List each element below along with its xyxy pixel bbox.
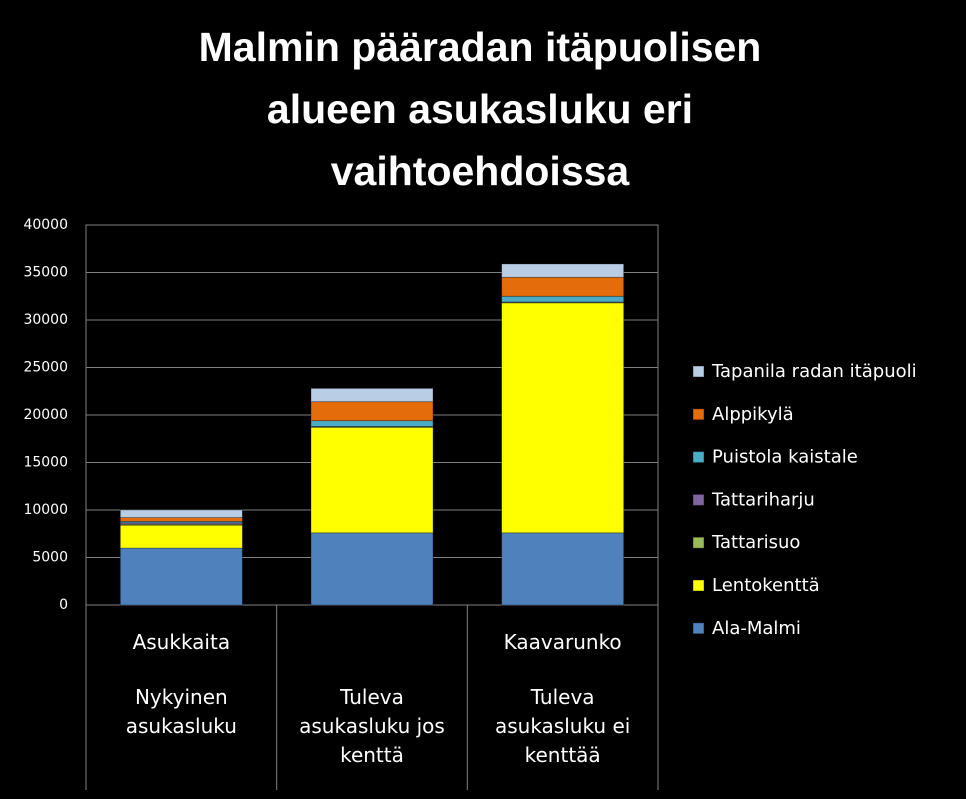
bar-segment <box>119 521 243 524</box>
bar-segment <box>501 302 625 534</box>
legend-label: Puistola kaistale <box>712 447 858 468</box>
bar-segment <box>501 263 625 278</box>
bar-segment <box>501 295 625 303</box>
legend-label: Tapanila radan itäpuoli <box>711 361 917 382</box>
y-tick-label: 5000 <box>32 550 68 566</box>
legend-label: Lentokenttä <box>712 575 820 596</box>
bar-segment <box>119 509 243 518</box>
bar-segment <box>310 387 434 403</box>
legend-swatch <box>692 408 705 421</box>
legend-swatch <box>692 451 705 464</box>
bar-segment <box>310 420 434 427</box>
legend-label: Tattarisuo <box>711 532 800 553</box>
legend-swatch <box>692 536 705 549</box>
y-tick-label: 35000 <box>23 265 68 281</box>
category-group-label: Asukkaita <box>132 630 231 654</box>
legend-label: Tattariharju <box>711 489 815 510</box>
legend-swatch <box>692 622 705 635</box>
bar-segment <box>310 426 434 534</box>
y-tick-label: 15000 <box>23 455 68 471</box>
category-group-label: Kaavarunko <box>503 630 622 654</box>
bar-segment <box>310 532 434 606</box>
bar-segment <box>501 276 625 297</box>
bar-segment <box>310 401 434 422</box>
legend-swatch <box>692 579 705 592</box>
x-tick-label: Nykyinen asukasluku <box>125 685 237 738</box>
bar-segment <box>501 532 625 606</box>
y-tick-label: 25000 <box>23 360 68 376</box>
legend-label: Alppikylä <box>712 404 794 425</box>
y-tick-label: 10000 <box>23 502 68 518</box>
chart-title: Malmin pääradan itäpuolisen alueen asuka… <box>198 24 762 194</box>
y-tick-label: 30000 <box>23 312 68 328</box>
bar-segment <box>119 517 243 522</box>
y-tick-label: 0 <box>59 597 68 613</box>
bar-segment <box>119 524 243 549</box>
legend-swatch <box>692 365 705 378</box>
legend-label: Ala-Malmi <box>712 618 801 639</box>
x-tick-label: Tuleva asukasluku jos kenttä <box>299 685 445 767</box>
y-tick-label: 20000 <box>23 407 68 423</box>
y-tick-label: 40000 <box>23 217 68 233</box>
bar-segment <box>119 547 243 606</box>
legend-swatch <box>692 493 705 506</box>
x-tick-label: Tuleva asukasluku ei kenttää <box>494 685 631 767</box>
